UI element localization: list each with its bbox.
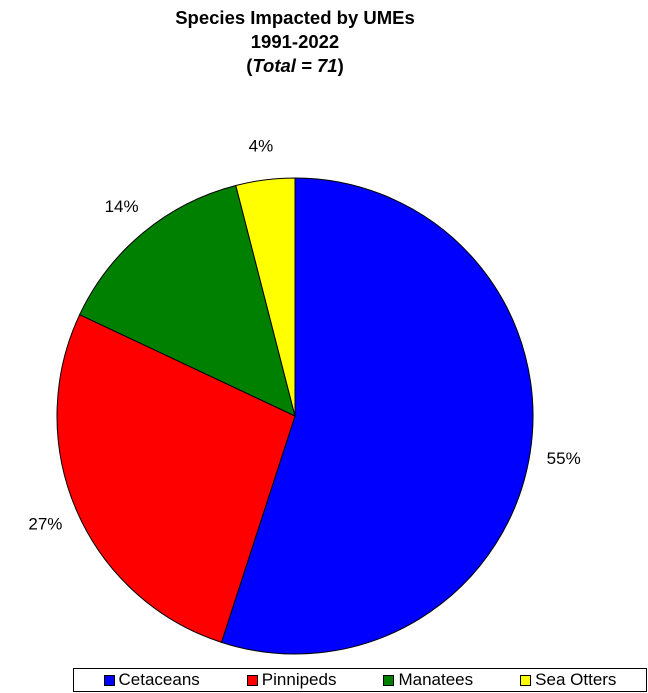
pie-slices [56, 177, 534, 655]
pie-label-sea-otters: 4% [249, 137, 274, 156]
pie-slice-manatees [78, 184, 296, 417]
title-line-1: Species Impacted by UMEs [175, 7, 415, 28]
legend-item-cetaceans: Cetaceans [103, 670, 200, 690]
pie-labels: 55% 27% 14% 4% [28, 137, 580, 534]
legend-swatch-pinnipeds [246, 674, 258, 686]
pie-slice-pinnipeds [56, 313, 296, 643]
legend-swatch-sea-otters [520, 674, 532, 686]
title-close-paren: ) [337, 55, 344, 76]
legend-item-pinnipeds: Pinnipeds [246, 670, 337, 690]
title-total: Total = 71 [252, 55, 338, 76]
chart-legend: Cetaceans Pinnipeds Manatees Sea Otters [73, 668, 647, 692]
legend-label-sea-otters: Sea Otters [535, 670, 617, 689]
pie-slice-sea-otters [235, 177, 296, 417]
legend-label-manatees: Manatees [398, 670, 474, 689]
pie-label-pinnipeds: 27% [28, 515, 62, 534]
pie-label-manatees: 14% [105, 197, 139, 216]
legend-item-sea-otters: Sea Otters [520, 670, 616, 690]
legend-swatch-cetaceans [103, 674, 115, 686]
legend-swatch-manatees [383, 674, 395, 686]
pie-slice-cetaceans [220, 177, 534, 655]
chart-title: Species Impacted by UMEs 1991-2022 (Tota… [0, 6, 590, 78]
title-open-paren: ( [246, 55, 253, 76]
title-line-2: 1991-2022 [250, 31, 340, 52]
legend-item-manatees: Manatees [383, 670, 473, 690]
pie-label-cetaceans: 55% [547, 449, 581, 468]
title-line-3: (Total = 71) [0, 54, 590, 78]
legend-label-cetaceans: Cetaceans [118, 670, 200, 689]
legend-label-pinnipeds: Pinnipeds [261, 670, 337, 689]
